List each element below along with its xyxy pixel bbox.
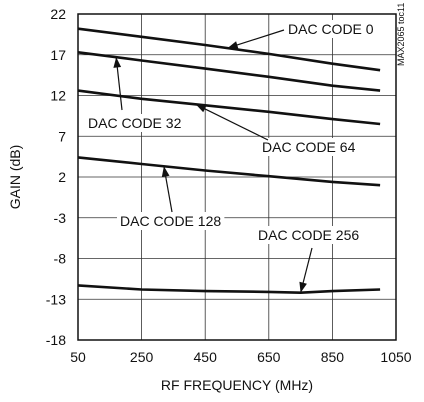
y-tick-label--3: -3 bbox=[54, 210, 67, 226]
arrowhead-dac-code-256 bbox=[299, 281, 307, 293]
x-tick-label-450: 450 bbox=[194, 349, 218, 365]
series-label-dac-code-256: DAC CODE 256 bbox=[258, 227, 359, 243]
x-tick-label-850: 850 bbox=[321, 349, 345, 365]
x-tick-label-650: 650 bbox=[257, 349, 281, 365]
series-label-bg-dac-code-0 bbox=[285, 20, 377, 38]
arrowhead-dac-code-32 bbox=[113, 57, 122, 68]
y-tick-label-2: 2 bbox=[58, 169, 66, 185]
series-label-bg-dac-code-128 bbox=[117, 212, 225, 230]
y-tick-label-12: 12 bbox=[50, 88, 66, 104]
watermark: MAX2065 toc11 bbox=[396, 3, 406, 66]
x-axis-title: RF FREQUENCY (MHz) bbox=[161, 377, 313, 393]
series-label-bg-dac-code-256 bbox=[255, 226, 363, 244]
x-tick-label-1050: 1050 bbox=[380, 349, 411, 365]
arrowhead-dac-code-128 bbox=[161, 166, 170, 178]
series-label-dac-code-64: DAC CODE 64 bbox=[262, 139, 356, 155]
series-label-dac-code-32: DAC CODE 32 bbox=[88, 115, 182, 131]
y-tick-label--18: -18 bbox=[46, 332, 66, 348]
leader-line-dac-code-64 bbox=[195, 103, 269, 141]
arrowhead-dac-code-0 bbox=[227, 41, 239, 49]
curve-dac-code-32 bbox=[77, 51, 381, 92]
curve-dac-code-0 bbox=[77, 27, 381, 72]
series-label-bg-dac-code-32 bbox=[85, 114, 185, 132]
series-label-dac-code-128: DAC CODE 128 bbox=[120, 213, 221, 229]
y-tick-label-17: 17 bbox=[50, 47, 66, 63]
curves bbox=[77, 27, 381, 294]
annotations: DAC CODE 0 DAC CODE 32 DAC CODE 64 DAC CODE… bbox=[85, 20, 377, 293]
y-tick-label-7: 7 bbox=[58, 128, 66, 144]
curve-dac-code-128 bbox=[77, 156, 381, 187]
plot-frame bbox=[77, 13, 397, 341]
y-tick-label-22: 22 bbox=[50, 6, 66, 22]
y-axis-title: GAIN (dB) bbox=[7, 145, 23, 210]
y-tick-labels: 22 17 12 7 2 -3 -8 -13 -18 bbox=[46, 6, 66, 348]
x-tick-labels: 50 250 450 650 850 1050 bbox=[70, 349, 412, 365]
y-tick-label--8: -8 bbox=[54, 251, 67, 267]
curve-dac-code-64 bbox=[77, 89, 381, 126]
x-tick-label-50: 50 bbox=[70, 349, 86, 365]
y-tick-label--13: -13 bbox=[46, 291, 66, 307]
x-tick-label-250: 250 bbox=[130, 349, 154, 365]
curve-dac-code-256 bbox=[77, 284, 381, 294]
series-label-bg-dac-code-64 bbox=[259, 138, 359, 156]
series-label-dac-code-0: DAC CODE 0 bbox=[288, 21, 374, 37]
arrowhead-dac-code-64 bbox=[195, 104, 207, 113]
